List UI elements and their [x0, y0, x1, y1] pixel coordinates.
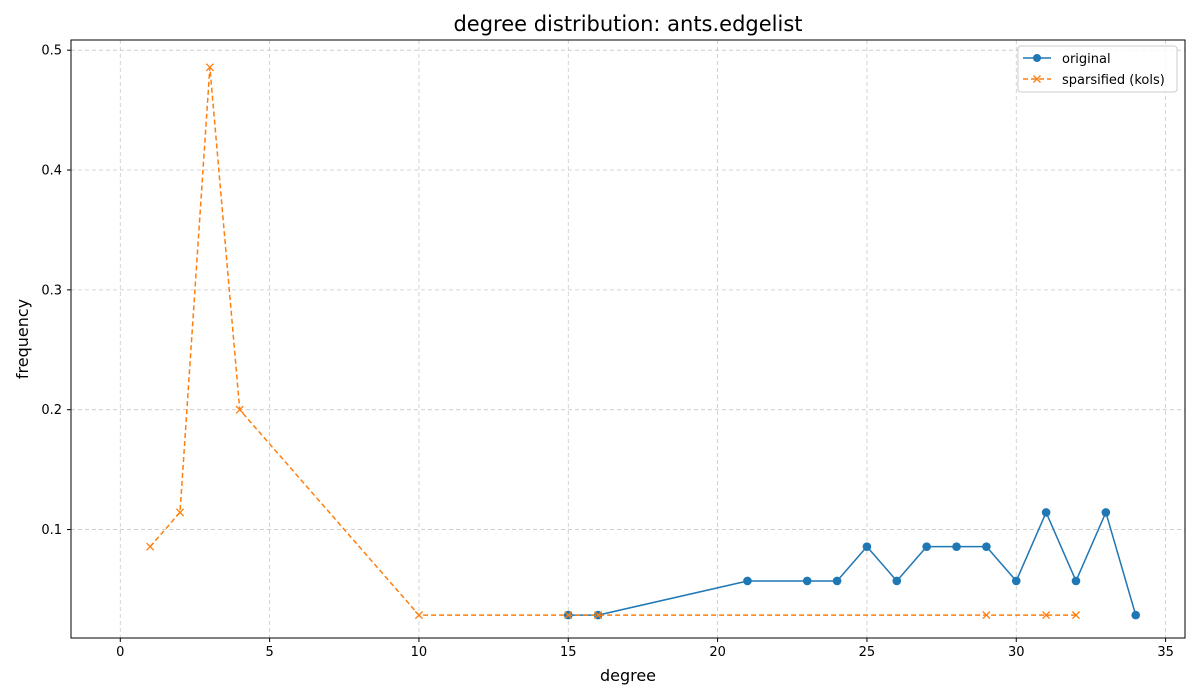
y-tick-label: 0.2: [41, 403, 62, 418]
chart-title: degree distribution: ants.edgelist: [453, 12, 802, 36]
data-point: [146, 542, 155, 551]
series-layer: [146, 63, 1141, 620]
series-line: [149, 66, 1076, 616]
data-point: [1011, 576, 1021, 586]
data-point: [982, 611, 991, 620]
data-point: [832, 576, 842, 586]
data-point: [594, 611, 603, 620]
data-point: [1101, 508, 1111, 517]
x-tick-label: 10: [411, 645, 428, 660]
data-point: [205, 63, 214, 72]
data-point: [235, 405, 244, 414]
x-tick-label: 0: [116, 645, 124, 660]
data-point: [862, 542, 872, 551]
x-tick-label: 30: [1008, 645, 1025, 660]
data-point: [922, 542, 931, 551]
data-point: [892, 576, 902, 586]
legend-label-sparsified: sparsified (kols): [1062, 73, 1165, 88]
series-sparsified: [146, 63, 1081, 620]
x-tick-label: 25: [859, 645, 876, 660]
y-axis-label: frequency: [13, 299, 32, 379]
legend-marker-original: [1033, 54, 1041, 62]
x-tick-label: 20: [709, 645, 726, 660]
x-tick-label: 15: [560, 645, 577, 660]
y-tick-label: 0.1: [41, 523, 62, 538]
plot-frame: [70, 39, 1186, 639]
data-point: [1042, 611, 1051, 620]
legend-box: [1017, 45, 1178, 93]
legend-marker-sparsified: [1033, 75, 1041, 83]
data-point: [952, 542, 961, 551]
axis-ticks: 0 5 10 15 20 25 30 35 0.1 0.2 0.3 0.4 0.5: [41, 44, 1174, 660]
legend-label-original: original: [1062, 52, 1111, 67]
data-point: [1041, 508, 1051, 517]
data-point: [1071, 576, 1081, 586]
data-point: [802, 576, 812, 586]
data-point: [414, 611, 423, 620]
data-point: [982, 542, 991, 551]
legend: original sparsified (kols): [1017, 45, 1178, 93]
x-tick-label: 35: [1157, 645, 1174, 660]
data-point: [564, 611, 573, 620]
data-point: [175, 508, 185, 517]
y-tick-label: 0.5: [41, 44, 62, 59]
data-point: [1071, 611, 1081, 620]
x-axis-label: degree: [600, 666, 656, 685]
y-tick-label: 0.4: [41, 164, 62, 179]
data-point: [1131, 610, 1141, 620]
y-tick-label: 0.3: [41, 283, 62, 298]
grid-lines: [71, 40, 1185, 638]
x-tick-label: 5: [265, 645, 273, 660]
data-point: [743, 576, 752, 586]
